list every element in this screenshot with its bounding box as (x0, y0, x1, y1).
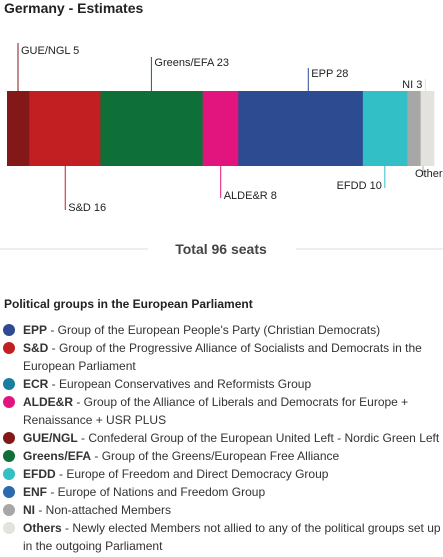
total-seats-label: Total 96 seats (175, 241, 267, 257)
legend-dot-icon (3, 378, 15, 390)
legend-desc: - Newly elected Members not allied to an… (23, 521, 441, 553)
legend-item: GUE/NGL - Confederal Group of the Europe… (3, 429, 441, 447)
legend-dot-icon (3, 324, 15, 336)
legend-abbr: S&D (23, 341, 49, 355)
label-leaders (17, 43, 426, 210)
bar-segment (7, 91, 30, 166)
segment-label: Greens/EFA 23 (154, 57, 229, 69)
legend-desc: - Non-attached Members (35, 503, 172, 517)
bar-segment (238, 91, 364, 166)
bar-segment (362, 91, 408, 166)
legend-item: Others - Newly elected Members not allie… (3, 519, 441, 555)
chart-title: Germany - Estimates (4, 0, 144, 16)
legend-item: ALDE&R - Group of the Alliance of Libera… (3, 393, 441, 429)
legend-item: Greens/EFA - Group of the Greens/Europea… (3, 447, 441, 465)
legend-dot-icon (3, 396, 15, 408)
legend-item: ECR - European Conservatives and Reformi… (3, 375, 441, 393)
legend-item: EPP - Group of the European People's Par… (3, 321, 441, 339)
legend-dot-icon (3, 504, 15, 516)
legend-abbr: ENF (23, 485, 47, 499)
legend-abbr: Others (23, 521, 62, 535)
bar-segment (29, 91, 101, 166)
legend-title: Political groups in the European Parliam… (4, 297, 253, 311)
bar-segments (7, 91, 435, 166)
legend-abbr: EPP (23, 323, 48, 337)
legend-abbr: GUE/NGL (23, 431, 78, 445)
legend-desc: - Group of the Alliance of Liberals and … (23, 395, 409, 427)
legend-list: EPP - Group of the European People's Par… (3, 321, 441, 555)
legend-dot-icon (3, 342, 15, 354)
bar-segment (100, 91, 204, 166)
legend-abbr: NI (23, 503, 35, 517)
segment-label: Others 3 (415, 168, 443, 180)
legend-item: S&D - Group of the Progressive Alliance … (3, 339, 441, 375)
segment-label: EFDD 10 (337, 180, 382, 192)
legend-desc: - Group of the Progressive Alliance of S… (23, 341, 422, 373)
bar-segment (407, 91, 421, 166)
legend-desc: - Confederal Group of the European Unite… (77, 431, 440, 445)
legend-dot-icon (3, 450, 15, 462)
legend-desc: - Group of the Greens/European Free Alli… (91, 449, 340, 463)
legend-desc: - Group of the European People's Party (… (47, 323, 381, 337)
legend-desc: - European Conservatives and Reformists … (48, 377, 312, 391)
legend-item: NI - Non-attached Members (3, 501, 441, 519)
legend-abbr: Greens/EFA (23, 449, 92, 463)
bar-segment (420, 91, 435, 166)
legend-dot-icon (3, 432, 15, 444)
legend-dot-icon (3, 468, 15, 480)
segment-labels: GUE/NGL 5 S&D 16 Greens/EFA 23 ALDE&R 8 EPP … (21, 45, 443, 214)
bar-segment (202, 91, 239, 166)
legend-abbr: ALDE&R (23, 395, 73, 409)
seat-chart: GUE/NGL 5 S&D 16 Greens/EFA 23 ALDE&R 8 EPP … (0, 43, 443, 257)
legend-desc: - Europe of Nations and Freedom Group (47, 485, 266, 499)
legend-dot-icon (3, 486, 15, 498)
legend-item: EFDD - Europe of Freedom and Direct Demo… (3, 465, 441, 483)
segment-label: EPP 28 (311, 68, 348, 80)
legend-abbr: EFDD (23, 467, 56, 481)
legend-item: ENF - Europe of Nations and Freedom Grou… (3, 483, 441, 501)
legend-desc: - Europe of Freedom and Direct Democracy… (55, 467, 329, 481)
segment-label: NI 3 (402, 79, 422, 91)
segment-label: GUE/NGL 5 (21, 45, 79, 57)
legend-dot-icon (3, 522, 15, 534)
legend-abbr: ECR (23, 377, 49, 391)
segment-label: ALDE&R 8 (224, 190, 277, 202)
segment-label: S&D 16 (68, 202, 106, 214)
